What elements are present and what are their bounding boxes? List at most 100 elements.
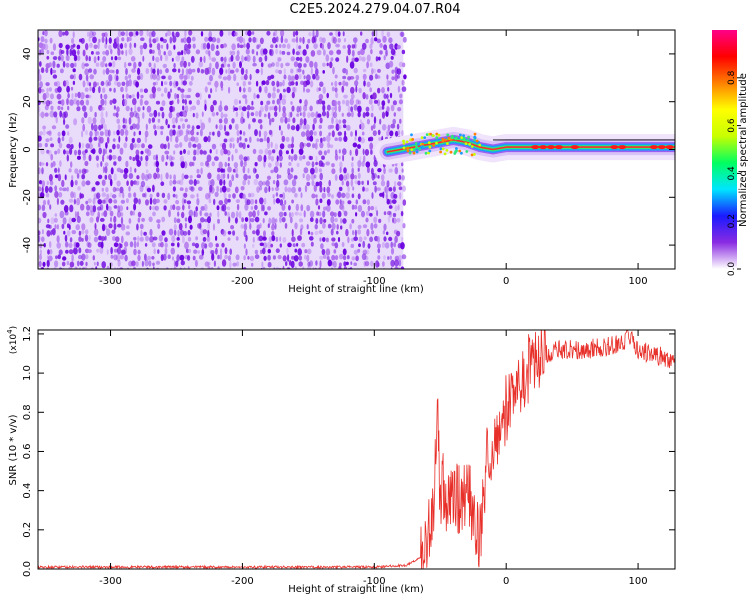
noise-speckle bbox=[215, 243, 219, 248]
noise-speckle bbox=[222, 76, 228, 81]
noise-speckle bbox=[238, 36, 244, 44]
noise-speckle bbox=[303, 118, 307, 126]
noise-speckle bbox=[202, 150, 207, 155]
noise-speckle bbox=[227, 211, 230, 217]
noise-speckle bbox=[294, 74, 299, 81]
noise-speckle bbox=[337, 210, 342, 218]
noise-speckle bbox=[169, 179, 173, 186]
noise-speckle bbox=[54, 174, 59, 179]
noise-speckle bbox=[68, 168, 72, 173]
noise-speckle bbox=[357, 172, 361, 179]
noise-speckle bbox=[398, 61, 404, 67]
noise-speckle bbox=[210, 88, 213, 94]
noise-speckle bbox=[140, 155, 143, 162]
noise-speckle bbox=[202, 229, 208, 235]
noise-speckle bbox=[353, 249, 358, 255]
noise-speckle bbox=[224, 198, 228, 205]
noise-speckle bbox=[331, 110, 335, 118]
noise-speckle bbox=[249, 223, 252, 230]
noise-speckle bbox=[140, 150, 144, 155]
noise-speckle bbox=[114, 56, 118, 61]
noise-speckle bbox=[45, 92, 50, 99]
noise-speckle bbox=[400, 242, 405, 250]
noise-speckle bbox=[113, 267, 117, 269]
noise-speckle bbox=[104, 99, 107, 106]
noise-speckle bbox=[321, 162, 325, 168]
noise-speckle bbox=[89, 217, 94, 223]
noise-speckle bbox=[390, 123, 396, 129]
noise-speckle bbox=[377, 248, 381, 254]
noise-speckle bbox=[385, 62, 391, 70]
noise-speckle bbox=[99, 217, 105, 222]
noise-speckle bbox=[160, 130, 164, 136]
carrier-speckle bbox=[460, 136, 463, 140]
noise-speckle bbox=[140, 229, 143, 237]
noise-speckle bbox=[62, 217, 67, 225]
noise-speckle bbox=[375, 30, 378, 37]
noise-speckle bbox=[334, 137, 338, 141]
noise-speckle bbox=[357, 180, 361, 186]
carrier-speckle bbox=[402, 142, 406, 145]
noise-speckle bbox=[366, 118, 370, 125]
noise-speckle bbox=[136, 75, 141, 81]
noise-speckle bbox=[300, 224, 304, 230]
noise-speckle bbox=[371, 104, 374, 112]
noise-speckle bbox=[53, 81, 58, 87]
noise-speckle bbox=[167, 254, 171, 259]
noise-speckle bbox=[377, 168, 382, 173]
noise-speckle bbox=[393, 180, 397, 187]
noise-speckle bbox=[309, 105, 313, 112]
noise-speckle bbox=[116, 247, 122, 255]
noise-speckle bbox=[143, 88, 148, 93]
noise-speckle bbox=[331, 106, 335, 111]
noise-speckle bbox=[83, 111, 88, 119]
noise-speckle bbox=[66, 48, 69, 56]
noise-speckle bbox=[266, 141, 271, 150]
noise-speckle bbox=[113, 205, 118, 209]
noise-speckle bbox=[350, 261, 353, 265]
noise-speckle bbox=[200, 69, 205, 74]
noise-speckle bbox=[373, 216, 378, 223]
noise-speckle bbox=[297, 235, 302, 241]
noise-speckle bbox=[164, 242, 168, 248]
noise-speckle bbox=[202, 236, 207, 242]
noise-speckle bbox=[101, 179, 106, 186]
noise-speckle bbox=[254, 129, 258, 137]
noise-speckle bbox=[108, 198, 113, 204]
noise-speckle bbox=[362, 112, 366, 119]
noise-speckle bbox=[152, 236, 158, 241]
noise-speckle bbox=[74, 149, 77, 156]
noise-speckle bbox=[104, 148, 107, 155]
noise-speckle bbox=[362, 68, 367, 73]
noise-speckle bbox=[319, 141, 324, 149]
carrier-speckle bbox=[465, 150, 469, 153]
noise-speckle bbox=[207, 223, 211, 231]
noise-speckle bbox=[109, 192, 113, 198]
noise-speckle bbox=[48, 174, 53, 182]
noise-speckle bbox=[346, 112, 352, 117]
noise-speckle bbox=[251, 49, 255, 55]
noise-speckle bbox=[358, 236, 363, 243]
noise-speckle bbox=[347, 48, 351, 56]
noise-speckle bbox=[279, 243, 282, 248]
noise-speckle bbox=[161, 192, 166, 198]
noise-speckle bbox=[151, 255, 155, 260]
noise-speckle bbox=[270, 155, 275, 162]
noise-speckle bbox=[402, 199, 407, 206]
noise-speckle bbox=[189, 161, 193, 167]
noise-speckle bbox=[264, 211, 268, 216]
noise-speckle bbox=[227, 63, 231, 68]
noise-speckle bbox=[82, 105, 87, 112]
noise-speckle bbox=[50, 51, 55, 55]
noise-speckle bbox=[334, 74, 338, 79]
noise-speckle bbox=[83, 266, 88, 269]
noise-speckle bbox=[89, 86, 92, 92]
noise-speckle bbox=[276, 179, 280, 188]
noise-speckle bbox=[69, 48, 73, 57]
noise-speckle bbox=[66, 186, 69, 192]
noise-speckle bbox=[379, 43, 383, 48]
noise-speckle bbox=[170, 242, 175, 247]
noise-speckle bbox=[156, 125, 161, 130]
noise-speckle bbox=[173, 260, 176, 267]
noise-speckle bbox=[38, 142, 43, 148]
